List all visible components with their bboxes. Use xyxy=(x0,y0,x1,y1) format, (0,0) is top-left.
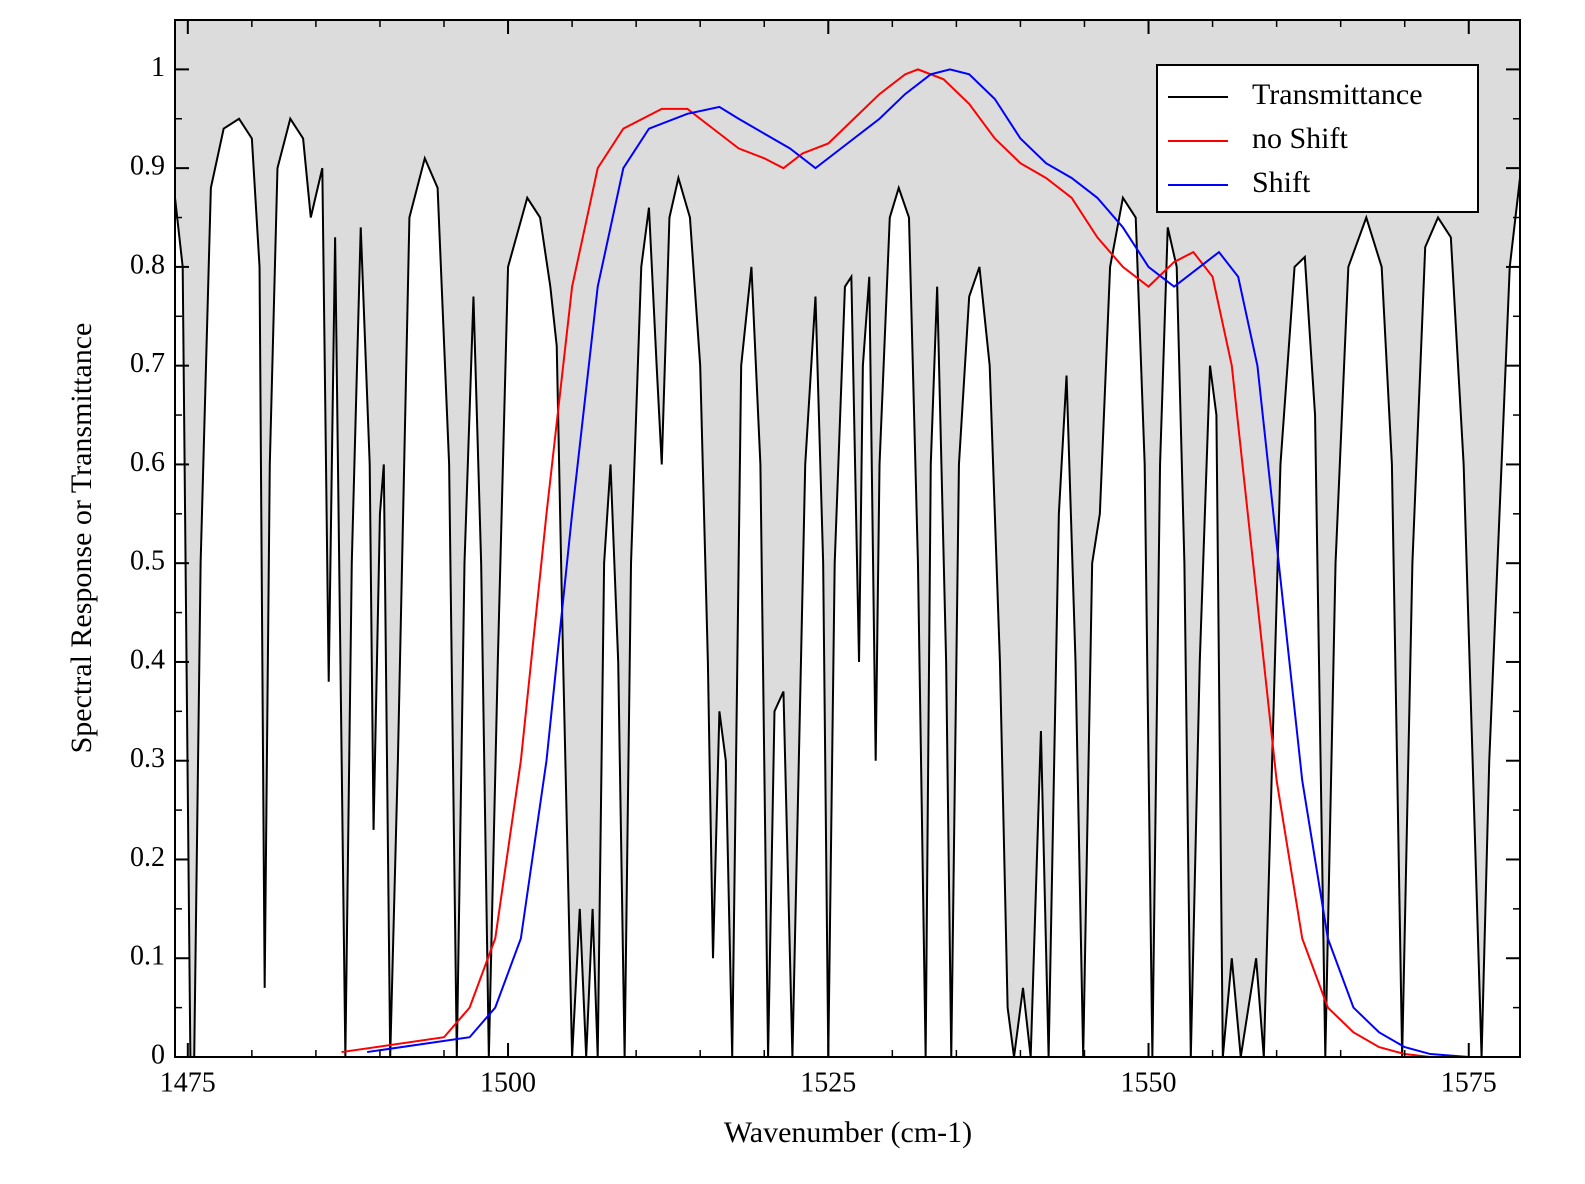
x-axis-label: Wavenumber (cm-1) xyxy=(724,1116,972,1149)
x-tick-label: 1575 xyxy=(1441,1067,1497,1098)
y-tick-label: 0.1 xyxy=(130,941,165,972)
y-tick-label: 1 xyxy=(151,52,165,83)
y-tick-label: 0.7 xyxy=(130,348,165,379)
series-line xyxy=(174,116,1521,1058)
y-tick-label: 0.3 xyxy=(130,743,165,774)
x-tick-label: 1525 xyxy=(800,1067,856,1098)
legend-label: Shift xyxy=(1252,166,1311,199)
legend-box xyxy=(1156,64,1479,213)
x-tick-label: 1475 xyxy=(160,1067,216,1098)
series-line xyxy=(366,68,1469,1058)
y-tick-label: 0.9 xyxy=(130,151,165,182)
y-tick-label: 0.8 xyxy=(130,249,165,280)
x-tick-label: 1500 xyxy=(480,1067,536,1098)
y-tick-label: 0.4 xyxy=(130,644,165,675)
y-axis-label: Spectral Response or Transmittance xyxy=(65,323,98,754)
legend-label: no Shift xyxy=(1252,122,1349,155)
y-tick-label: 0 xyxy=(151,1039,165,1070)
y-tick-label: 0.5 xyxy=(130,546,165,577)
y-tick-label: 0.6 xyxy=(130,447,165,478)
x-tick-label: 1550 xyxy=(1121,1067,1177,1098)
y-tick-label: 0.2 xyxy=(130,842,165,873)
legend-label: Transmittance xyxy=(1252,78,1423,111)
plot-frame xyxy=(174,19,1521,1058)
